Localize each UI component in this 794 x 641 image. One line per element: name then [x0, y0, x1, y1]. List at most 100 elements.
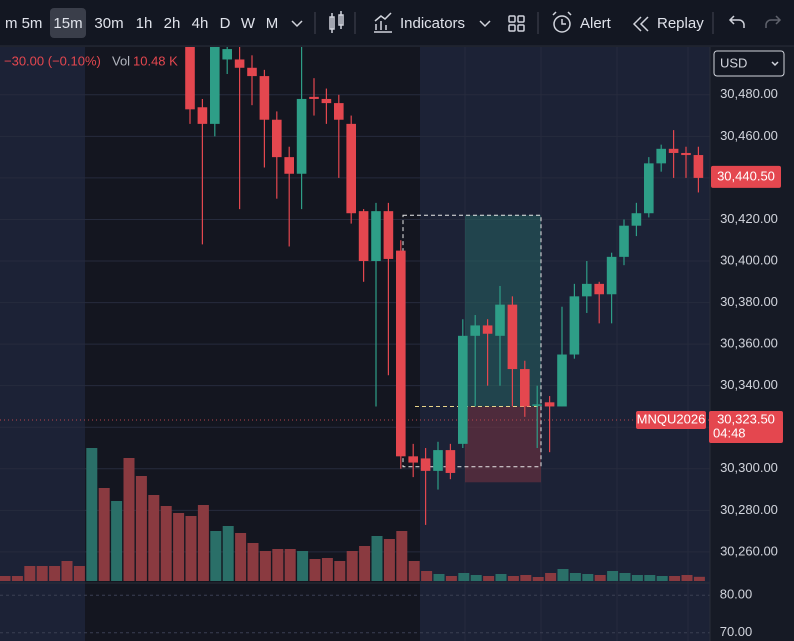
- volume-bar: [222, 526, 234, 581]
- volume-bar: [49, 566, 61, 581]
- volume-bar: [520, 575, 532, 581]
- candle-body: [619, 225, 629, 257]
- candle-body: [495, 304, 505, 336]
- toolbar: [0, 0, 794, 46]
- alert-button[interactable]: Alert: [580, 15, 612, 32]
- candle-body: [383, 211, 394, 259]
- candle-body: [210, 47, 220, 124]
- volume-bar: [681, 575, 693, 581]
- y-tick-label: 30,300.00: [720, 460, 778, 475]
- session-shade: [0, 47, 85, 581]
- candle-body: [606, 256, 617, 295]
- interval-button[interactable]: m: [5, 15, 18, 32]
- symbol-name: MNQU2026: [637, 411, 706, 426]
- volume-bar: [135, 476, 147, 581]
- interval-button[interactable]: W: [241, 15, 256, 32]
- volume-bar: [197, 505, 209, 581]
- volume-bar: [247, 543, 259, 581]
- interval-button[interactable]: 30m: [94, 15, 123, 32]
- volume-bar: [421, 571, 433, 581]
- volume-bar: [507, 576, 519, 581]
- candle-body: [259, 76, 270, 120]
- y-tick-label: 30,280.00: [720, 502, 778, 517]
- currency-button[interactable]: [713, 50, 785, 77]
- interval-button[interactable]: 5m: [22, 15, 43, 32]
- volume-bar: [309, 559, 321, 581]
- candle-body: [520, 369, 530, 407]
- interval-button[interactable]: 15m: [53, 15, 82, 32]
- candle-body: [420, 458, 431, 471]
- replay-icon[interactable]: [632, 16, 649, 32]
- last-price-label: 30,440.50: [717, 168, 775, 183]
- redo-button[interactable]: [765, 15, 782, 28]
- volume-bar: [61, 561, 73, 581]
- volume-bar: [433, 574, 445, 581]
- volume-bar: [619, 573, 631, 581]
- volume-bar: [594, 575, 606, 581]
- interval-button[interactable]: 1h: [136, 15, 153, 32]
- legend-change: −30.00 (−0.10%): [4, 53, 101, 68]
- interval-button[interactable]: D: [220, 15, 231, 32]
- candle-body: [358, 211, 369, 262]
- position-loss-zone: [465, 406, 541, 483]
- indicators-button[interactable]: Indicators: [400, 15, 465, 32]
- candle-type-icon[interactable]: [329, 11, 344, 33]
- volume-bar: [408, 561, 420, 581]
- volume-bar: [532, 577, 544, 581]
- interval-menu-chevron[interactable]: [291, 20, 303, 28]
- y-tick-label: 30,460.00: [720, 128, 778, 143]
- volume-bar: [334, 561, 346, 581]
- volume-bar: [607, 571, 619, 581]
- undo-button[interactable]: [728, 15, 745, 28]
- interval-button[interactable]: M: [266, 15, 279, 32]
- candle-body: [346, 123, 356, 214]
- indicators-chevron[interactable]: [479, 20, 491, 28]
- candle-body: [396, 250, 406, 457]
- y-tick-label: 30,400.00: [720, 252, 778, 267]
- symbol-tag: [636, 410, 706, 429]
- candle-body: [582, 283, 592, 297]
- volume-bar: [346, 551, 358, 581]
- volume-bar: [36, 566, 48, 581]
- volume-bar: [259, 551, 271, 581]
- replay-button[interactable]: Replay: [657, 15, 704, 32]
- candle-body: [470, 325, 480, 336]
- price-axis: [710, 47, 794, 641]
- volume: [0, 448, 705, 581]
- volume-bar: [483, 576, 495, 581]
- volume-bar: [396, 531, 408, 581]
- volume-bar: [569, 573, 581, 581]
- y-tick-label: 30,260.00: [720, 543, 778, 558]
- layout-icon[interactable]: [508, 15, 525, 32]
- volume-bar: [173, 513, 185, 581]
- volume-bar: [185, 516, 197, 581]
- volume-bar: [693, 576, 705, 581]
- candle-body: [408, 456, 418, 463]
- volume-bar: [582, 574, 594, 581]
- volume-bar: [24, 566, 36, 581]
- candle-body: [197, 107, 208, 124]
- indicators-icon[interactable]: [374, 12, 392, 33]
- volume-bar: [272, 549, 284, 581]
- candle-body: [569, 296, 580, 355]
- legend-vol-value: 10.48 K: [133, 53, 178, 68]
- candle-body: [222, 49, 232, 60]
- volume-bar: [73, 566, 85, 581]
- volume-bar: [321, 558, 333, 581]
- alert-icon[interactable]: [552, 11, 572, 33]
- volume-bar: [557, 569, 569, 581]
- volume-bar: [297, 551, 309, 581]
- volume-bar: [656, 576, 668, 581]
- interval-button[interactable]: 4h: [192, 15, 209, 32]
- candle-body: [507, 304, 518, 370]
- interval-button[interactable]: 2h: [164, 15, 181, 32]
- candle-body: [668, 148, 679, 153]
- symbol-price-box: [709, 410, 783, 443]
- volume-bar: [445, 576, 457, 581]
- candle-body: [284, 157, 294, 174]
- session-shade: [0, 581, 85, 641]
- candle-body: [458, 335, 468, 444]
- volume-bar: [631, 575, 643, 581]
